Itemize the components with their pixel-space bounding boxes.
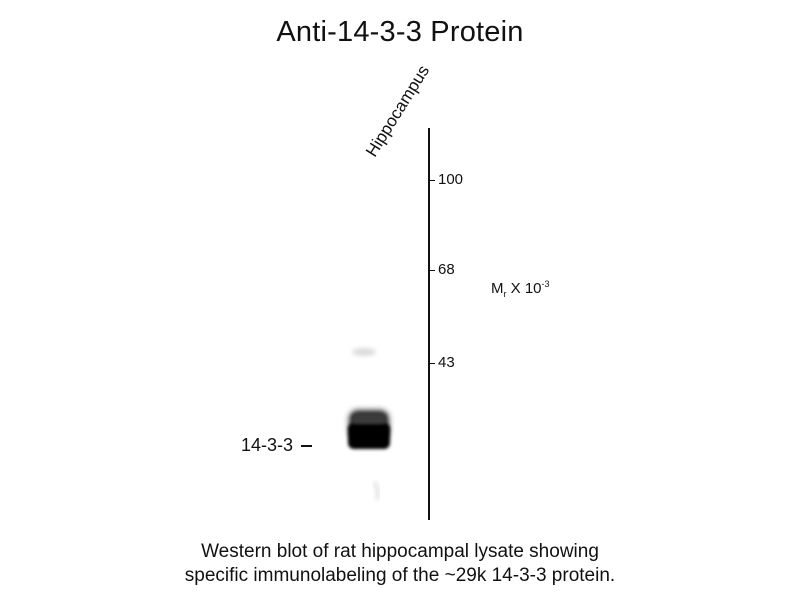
molecular-weight-axis	[428, 128, 430, 520]
lane-label-hippocampus: Hippocampus	[362, 61, 434, 161]
band-14-3-3	[348, 423, 390, 449]
marker-tick-68	[430, 270, 435, 271]
caption-line-1: Western blot of rat hippocampal lysate s…	[201, 541, 599, 562]
marker-label-43: 43	[438, 354, 455, 371]
marker-tick-43	[430, 363, 435, 364]
band-label-14-3-3: 14-3-3	[241, 435, 313, 456]
faint-artifact-lower	[372, 480, 380, 501]
marker-label-100: 100	[438, 171, 464, 188]
molecular-weight-unit: Mr X 10-3	[491, 279, 550, 299]
marker-tick-100	[430, 180, 435, 181]
western-blot-lane	[348, 348, 390, 501]
caption-line-2: specific immunolabeling of the ~29k 14-3…	[184, 565, 616, 586]
band-pointer-dash	[301, 445, 313, 448]
figure-title: Anti-14-3-3 Protein	[276, 16, 524, 48]
marker-label-68: 68	[438, 261, 455, 278]
figure-caption: Western blot of rat hippocampal lysate s…	[0, 540, 800, 588]
faint-band-upper	[352, 348, 376, 356]
